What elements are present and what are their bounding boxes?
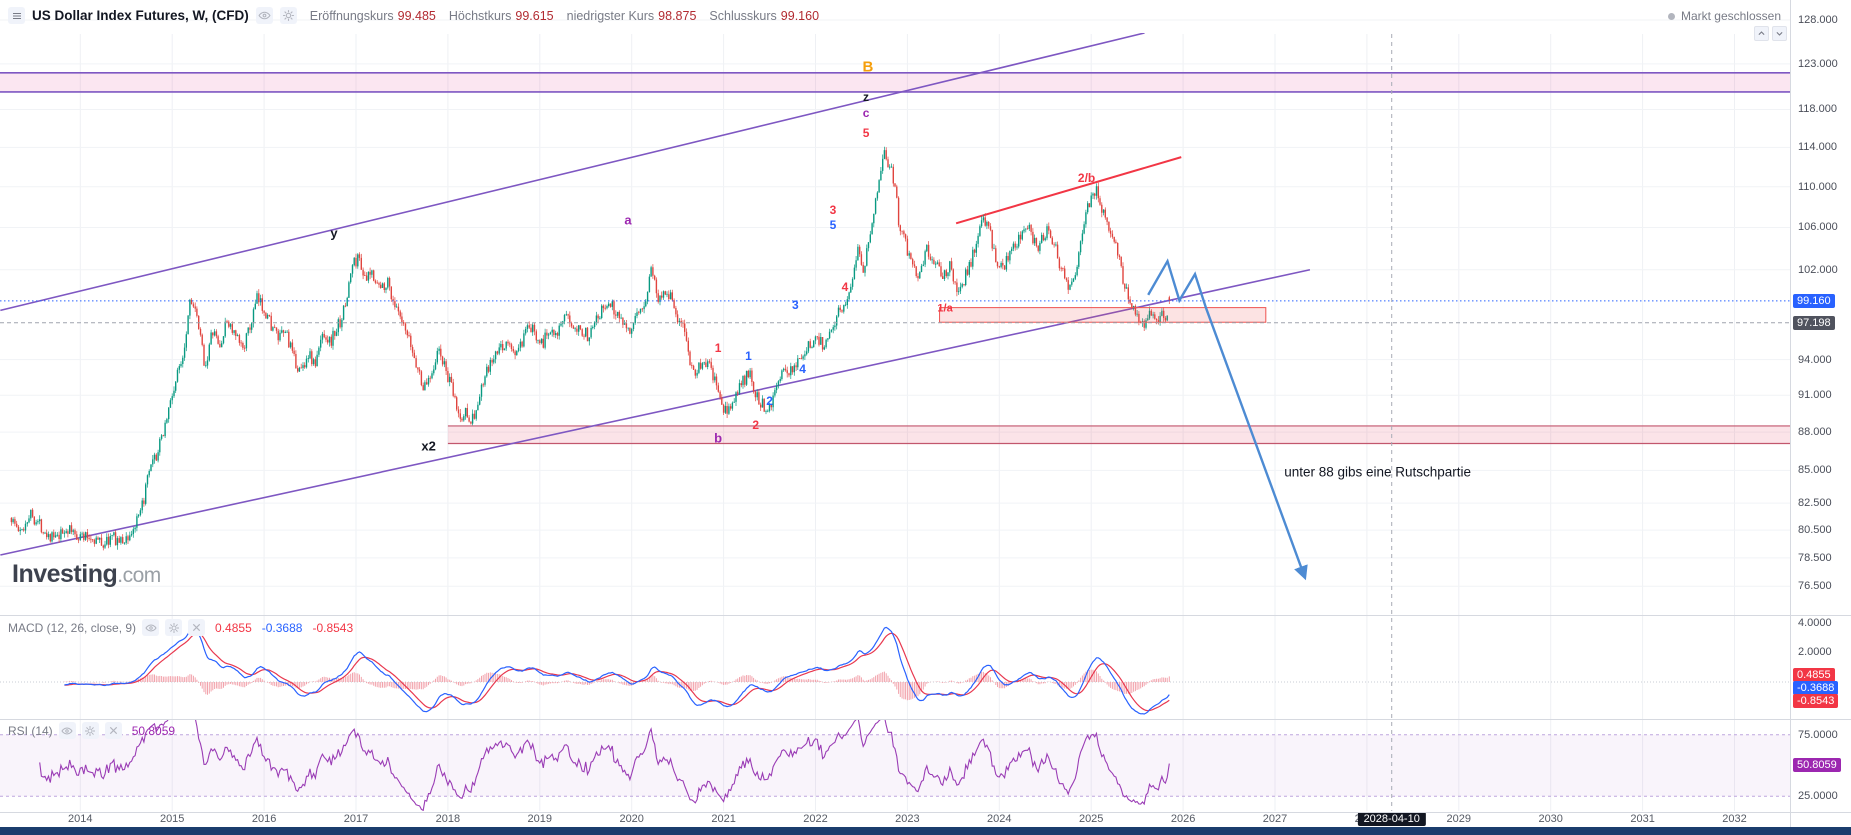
watermark-brand: Investing (12, 560, 118, 588)
macd-signal-badge: -0.8543 (1793, 694, 1839, 708)
year-label: 2015 (159, 813, 185, 825)
market-status-dot-icon (1667, 12, 1675, 20)
axis-label: 128.000 (1798, 14, 1838, 26)
gear-icon[interactable] (81, 722, 99, 739)
date-badge: 2028-04-10 (1357, 812, 1426, 826)
year-label: 2025 (1078, 813, 1104, 825)
market-status: Markt geschlossen (1667, 9, 1781, 23)
bottom-bar (0, 827, 1851, 835)
axis-label: 82.500 (1798, 497, 1832, 510)
high-label: Höchstkurs (448, 8, 512, 23)
gear-icon[interactable] (279, 7, 297, 24)
axis-label: 91.000 (1798, 389, 1832, 402)
open-label: Eröffnungskurs (309, 8, 394, 23)
axis-divider (1790, 0, 1791, 827)
gear-icon[interactable] (165, 619, 183, 636)
menu-icon[interactable] (8, 7, 25, 24)
axis-label: 4.0000 (1798, 616, 1832, 629)
year-label: 2030 (1538, 813, 1563, 825)
annotation-note: unter 88 gibs eine Rutschpartie (1284, 464, 1472, 480)
year-label: 2024 (987, 813, 1012, 825)
macd-line-value: -0.3688 (261, 620, 303, 635)
axis-label: 110.000 (1798, 180, 1837, 193)
axis-label: 102.000 (1798, 263, 1838, 276)
year-label: 2022 (803, 813, 828, 825)
macd-legend: MACD (12, 26, close, 9) 0.4855 -0.3688 -… (8, 619, 353, 636)
axis-label: 75.0000 (1798, 728, 1838, 741)
axis-label: 94.000 (1798, 353, 1832, 366)
macd-histogram-badge: 0.4855 (1793, 668, 1835, 682)
macd-title[interactable]: MACD (12, 26, close, 9) (8, 620, 137, 635)
eye-icon[interactable] (142, 619, 160, 636)
year-label: 2018 (435, 813, 461, 825)
macd-signal-value: -0.8543 (312, 620, 354, 635)
panel-controls (1754, 26, 1787, 41)
high-value: 99.615 (515, 8, 554, 23)
rsi-legend: RSI (14) 50.8059 (8, 722, 175, 739)
open-value: 99.485 (397, 8, 436, 23)
macd-line-badge: -0.3688 (1793, 681, 1839, 695)
last-price-badge: 99.160 (1793, 293, 1835, 308)
year-label: 2026 (1170, 813, 1196, 825)
year-label: 2017 (343, 813, 369, 825)
axis-label: 114.000 (1798, 141, 1837, 154)
close-icon[interactable] (188, 619, 206, 636)
year-label: 2032 (1722, 813, 1747, 825)
year-label: 2020 (619, 813, 644, 825)
investing-watermark: Investing.com (12, 560, 161, 589)
axis-label: 85.000 (1798, 464, 1832, 477)
year-label: 2027 (1262, 813, 1288, 825)
year-label: 2019 (527, 813, 553, 825)
axis-label: 118.000 (1798, 103, 1837, 116)
chevron-up-icon[interactable] (1754, 26, 1769, 41)
axis-label: 25.0000 (1798, 790, 1838, 803)
close-value: 99.160 (780, 8, 820, 23)
time-axis[interactable]: 2028-04-10 2014 2015 2016 2017 2018 2019 2020 2… (0, 812, 1790, 827)
market-status-text: Markt geschlossen (1680, 9, 1781, 23)
axis-label: 78.500 (1798, 551, 1832, 564)
price-axis[interactable]: 99.160 97.198 0.4855 -0.3688 -0.8543 50.… (1790, 0, 1851, 835)
macd-histogram-value: 0.4855 (215, 620, 252, 635)
axis-label: 2.0000 (1798, 646, 1832, 659)
low-value: 98.875 (658, 8, 697, 23)
year-label: 2021 (711, 813, 736, 825)
rsi-value: 50.8059 (131, 723, 176, 738)
close-label: Schlusskurs (709, 8, 777, 23)
axis-label: 123.000 (1798, 57, 1838, 70)
axis-label: 76.500 (1798, 580, 1832, 593)
eye-icon[interactable] (58, 722, 76, 739)
close-icon[interactable] (104, 722, 122, 739)
year-label: 2031 (1630, 813, 1655, 825)
time-axis-separator (0, 812, 1851, 813)
year-label: 2023 (895, 813, 920, 825)
low-label: niedrigster Kurs (566, 8, 655, 23)
rsi-badge: 50.8059 (1793, 757, 1841, 772)
axis-label: 88.000 (1798, 426, 1832, 439)
watermark-suffix: .com (117, 564, 161, 587)
axis-label: 80.500 (1798, 524, 1832, 537)
rsi-title[interactable]: RSI (14) (8, 723, 53, 738)
symbol-title[interactable]: US Dollar Index Futures, W, (CFD) (32, 8, 249, 23)
panel-separator[interactable] (0, 719, 1851, 720)
year-label: 2016 (251, 813, 277, 825)
secondary-price-badge: 97.198 (1793, 315, 1835, 330)
axis-label: 106.000 (1798, 221, 1838, 234)
eye-icon[interactable] (255, 7, 273, 24)
chevron-down-icon[interactable] (1772, 26, 1787, 41)
year-label: 2029 (1446, 813, 1472, 825)
year-label: 2014 (68, 813, 93, 825)
chart-legend: US Dollar Index Futures, W, (CFD) Eröffn… (8, 7, 819, 24)
panel-separator[interactable] (0, 615, 1851, 616)
